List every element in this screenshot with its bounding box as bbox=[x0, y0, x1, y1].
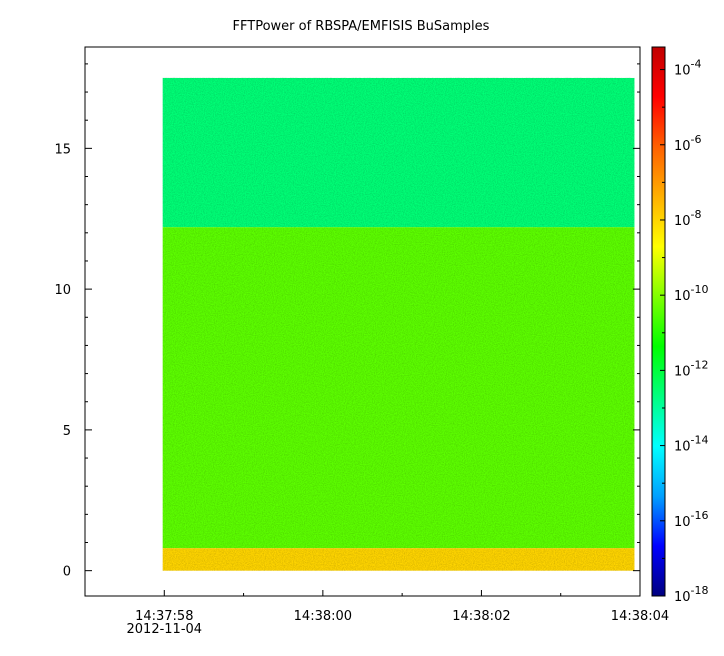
y-tick-label: 15 bbox=[54, 142, 71, 157]
y-tick-label: 0 bbox=[63, 565, 71, 580]
y-tick-label: 10 bbox=[54, 283, 71, 298]
noise-texture bbox=[162, 77, 635, 571]
colorbar-tick-label: 10-4 bbox=[674, 58, 702, 79]
colorbar-tick-label: 10-16 bbox=[674, 509, 709, 530]
colorbar-tick-label: 10-18 bbox=[674, 584, 709, 605]
y-axis: 0 5 10 15 bbox=[54, 63, 640, 580]
colorbar-tick-label: 10-12 bbox=[674, 358, 709, 379]
x-tick-label: 14:38:04 bbox=[611, 609, 669, 624]
x-axis: 14:37:58 14:38:00 14:38:02 14:38:04 2012-11-… bbox=[84, 590, 669, 637]
colorbar-tick-label: 10-6 bbox=[674, 133, 702, 154]
x-date-label: 2012-11-04 bbox=[127, 622, 203, 637]
colorbar-tick-label: 10-14 bbox=[674, 434, 709, 455]
spectrogram-heatmap bbox=[162, 77, 635, 571]
x-tick-label: 14:38:02 bbox=[452, 609, 510, 624]
x-tick-label: 14:38:00 bbox=[294, 609, 352, 624]
colorbar-tick-label: 10-8 bbox=[674, 208, 702, 229]
colorbar: 10-18 10-16 10-14 10-12 10-10 10-8 10-6 10-4 bbox=[651, 46, 709, 605]
colorbar-scale bbox=[651, 46, 666, 597]
chart-title: FFTPower of RBSPA/EMFISIS BuSamples bbox=[233, 19, 490, 34]
x-tick-label: 14:37:58 bbox=[135, 609, 193, 624]
y-tick-label: 5 bbox=[63, 424, 71, 439]
colorbar-tick-label: 10-10 bbox=[674, 283, 709, 304]
